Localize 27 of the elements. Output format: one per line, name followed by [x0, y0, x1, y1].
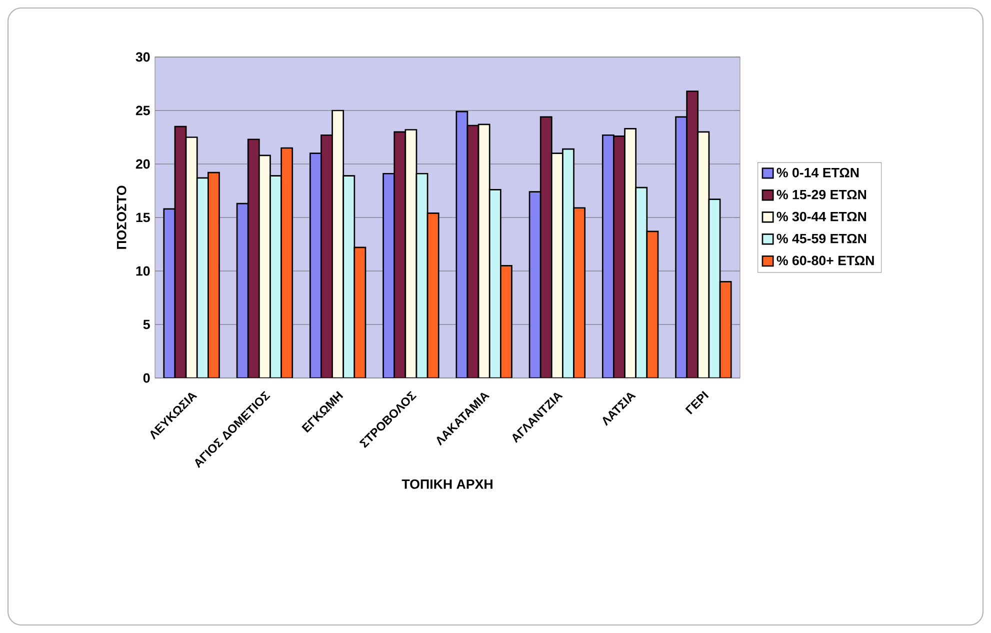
bar	[404, 129, 418, 378]
bar	[163, 208, 176, 378]
y-tick-label: 5	[143, 320, 150, 330]
legend-label: % 0-14 ΕΤΩΝ	[776, 168, 859, 178]
y-tick-label: 25	[136, 106, 150, 116]
x-axis-title: ΤΟΠΙΚΗ ΑΡΧΗ	[402, 479, 492, 489]
y-tick-label: 15	[136, 212, 150, 222]
legend-label: % 60-80+ ΕΤΩΝ	[776, 256, 874, 266]
bar	[466, 124, 480, 378]
bar	[528, 191, 542, 378]
y-tick-label: 20	[136, 159, 150, 169]
bar	[174, 126, 187, 378]
bar	[697, 131, 710, 378]
legend-label: % 15-29 ΕΤΩΝ	[776, 190, 866, 200]
bar	[708, 198, 721, 378]
y-tick-label: 30	[136, 52, 150, 62]
bar	[185, 136, 198, 378]
y-tick-label: 10	[136, 266, 150, 276]
y-tick-label: 0	[143, 373, 150, 383]
bar	[416, 172, 428, 378]
legend-label: % 45-59 ΕΤΩΝ	[776, 234, 866, 244]
legend-label: % 30-44 ΕΤΩΝ	[776, 212, 866, 222]
bar	[478, 124, 490, 378]
y-axis-title: ΠΟΣΟΣΤΟ	[116, 186, 126, 249]
bar	[635, 186, 648, 378]
bar	[456, 110, 468, 378]
bar	[236, 202, 249, 378]
